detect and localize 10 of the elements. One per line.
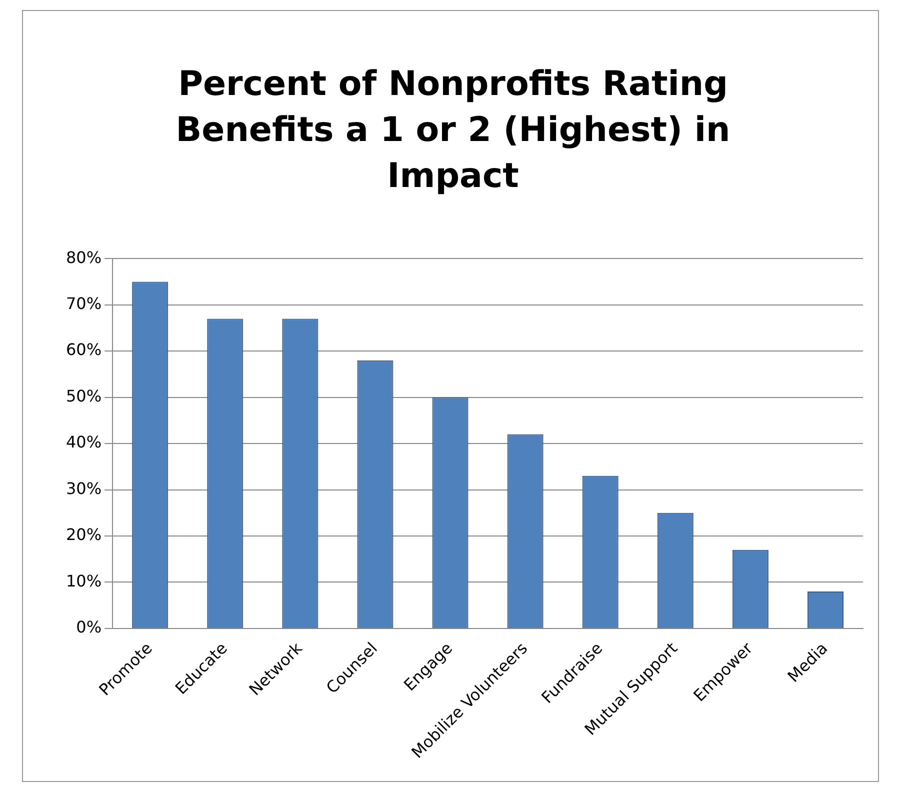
- y-tick-label: 10%: [66, 571, 102, 590]
- y-tick-label: 50%: [66, 386, 102, 406]
- y-tick-label: 40%: [66, 432, 102, 452]
- y-tick-label: 20%: [66, 525, 102, 544]
- y-tick-label: 80%: [66, 248, 102, 267]
- chart-title: Percent of Nonprofits Rating Benefits a 1 or 2 (Highest) in Impact: [174, 63, 732, 198]
- y-tick-label: 60%: [66, 340, 102, 360]
- y-tick-label: 0%: [76, 618, 102, 637]
- y-tick-label: 70%: [66, 294, 102, 313]
- y-tick-label: 30%: [66, 478, 102, 498]
